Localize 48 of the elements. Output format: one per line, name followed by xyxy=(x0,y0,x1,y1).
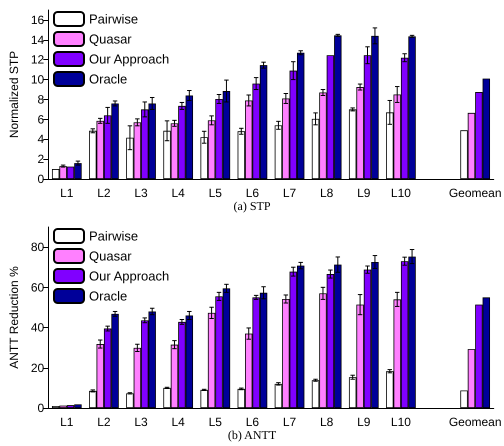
legend-label: Pairwise xyxy=(89,12,138,26)
x-tick-label: L10 xyxy=(390,415,412,429)
legend-label: Quasar xyxy=(89,248,132,264)
y-axis-title: Normalized STP xyxy=(7,50,21,138)
legend-label: Our Approach xyxy=(89,268,170,284)
y-tick-label: 10 xyxy=(30,72,45,87)
x-tick-label: L5 xyxy=(208,186,222,200)
y-tick-label: 4 xyxy=(38,132,45,146)
y-tick-label: 40 xyxy=(30,320,45,335)
legend-label: Pairwise xyxy=(89,228,138,244)
y-tick-label: 12 xyxy=(30,52,45,67)
x-tick-label: L8 xyxy=(320,186,334,200)
x-tick-label: L1 xyxy=(60,415,74,429)
legend-label: Oracle xyxy=(89,288,128,304)
legend-label: Oracle xyxy=(89,72,128,86)
x-tick-label: L9 xyxy=(357,415,371,429)
y-tick-label: 14 xyxy=(30,32,45,47)
x-tick-label: L4 xyxy=(172,415,186,429)
text: (b) ANTT xyxy=(228,428,277,442)
x-tick-label: Geomean xyxy=(448,415,502,429)
y-tick-label: 2 xyxy=(38,152,45,166)
x-tick-label: L9 xyxy=(357,186,371,200)
y-tick-label: 16 xyxy=(30,12,45,27)
x-tick-label: L5 xyxy=(208,415,222,429)
y-tick-label: 80 xyxy=(30,240,45,254)
x-tick-label: L1 xyxy=(60,186,74,200)
y-tick-label: 6 xyxy=(38,112,45,126)
y-axis-title: ANTT Reduction % xyxy=(7,266,21,369)
x-tick-label: L7 xyxy=(282,415,297,429)
x-tick-label: L7 xyxy=(282,186,297,200)
x-tick-label: L3 xyxy=(134,415,148,429)
legend-label: Quasar xyxy=(89,32,132,46)
x-tick-label: L2 xyxy=(97,415,111,429)
text: (a) STP xyxy=(234,199,271,213)
x-tick-label: L6 xyxy=(246,186,260,200)
x-tick-label: L4 xyxy=(172,186,186,200)
x-tick-label: L3 xyxy=(134,186,148,200)
x-tick-label: L10 xyxy=(390,186,412,200)
y-tick-label: 20 xyxy=(30,360,45,375)
y-tick-label: 8 xyxy=(38,92,45,106)
y-tick-label: 0 xyxy=(38,172,45,186)
x-tick-label: L6 xyxy=(246,415,260,429)
x-tick-label: Geomean xyxy=(448,186,502,200)
x-tick-label: L2 xyxy=(97,186,111,200)
x-tick-label: L8 xyxy=(320,415,334,429)
y-tick-label: 0 xyxy=(38,401,45,415)
y-tick-label: 60 xyxy=(30,280,45,294)
legend-label: Our Approach xyxy=(89,52,170,66)
